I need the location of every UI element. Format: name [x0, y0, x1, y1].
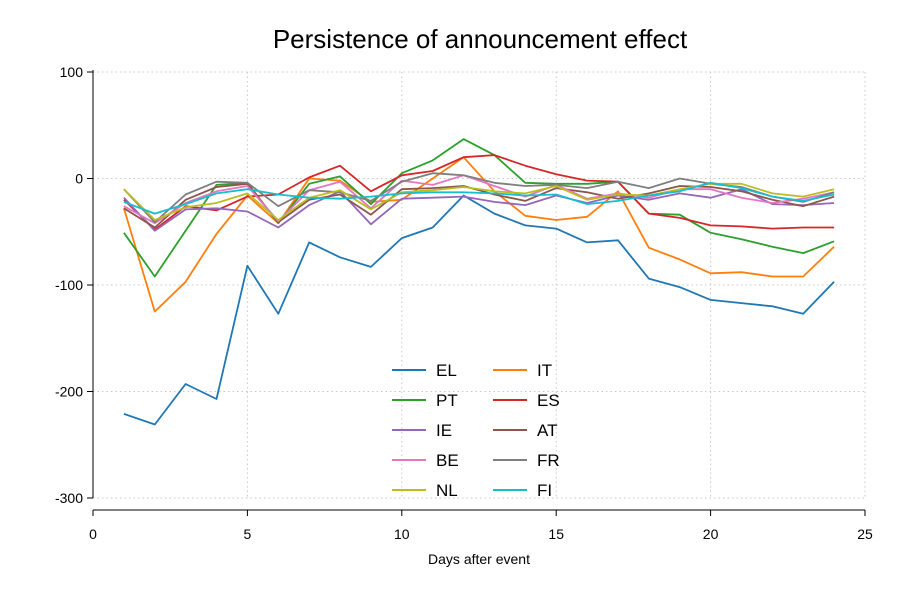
series-line-pt [123, 138, 835, 278]
series-line-es [123, 154, 835, 231]
chart-title: Persistence of announcement effect [273, 24, 688, 54]
x-tick-label: 5 [244, 526, 252, 542]
legend: EL IT PT ES IE AT BE FR NL FI [392, 361, 560, 500]
x-tick-label: 15 [548, 526, 564, 542]
series-line-fi [123, 181, 835, 215]
legend-label-at: AT [537, 421, 557, 440]
series-group [123, 138, 835, 426]
x-tick-label: 0 [89, 526, 97, 542]
x-tick-label: 20 [703, 526, 719, 542]
legend-label-it: IT [537, 361, 552, 380]
y-tick-label: -200 [55, 384, 83, 400]
legend-label-fi: FI [537, 481, 552, 500]
grid [92, 71, 866, 499]
legend-label-be: BE [436, 451, 459, 470]
series-line-ie [123, 188, 835, 232]
y-tick-label: -100 [55, 277, 83, 293]
legend-label-pt: PT [436, 391, 458, 410]
y-tick-label: 0 [75, 171, 83, 187]
series-line-el [123, 194, 835, 426]
x-tick-label: 10 [394, 526, 410, 542]
x-tick-label: 25 [857, 526, 873, 542]
x-axis-title: Days after event [428, 551, 530, 567]
y-tick-label: -300 [55, 490, 83, 506]
legend-label-es: ES [537, 391, 560, 410]
legend-label-ie: IE [436, 421, 452, 440]
series-line-be [123, 174, 835, 225]
legend-label-fr: FR [537, 451, 560, 470]
series-line-it [123, 156, 835, 313]
axes: 100 0 -100 -200 -300 0 5 10 15 20 25 [55, 64, 873, 542]
legend-label-el: EL [436, 361, 457, 380]
y-tick-label: 100 [60, 64, 84, 80]
legend-label-nl: NL [436, 481, 458, 500]
series-line-at [123, 182, 835, 229]
